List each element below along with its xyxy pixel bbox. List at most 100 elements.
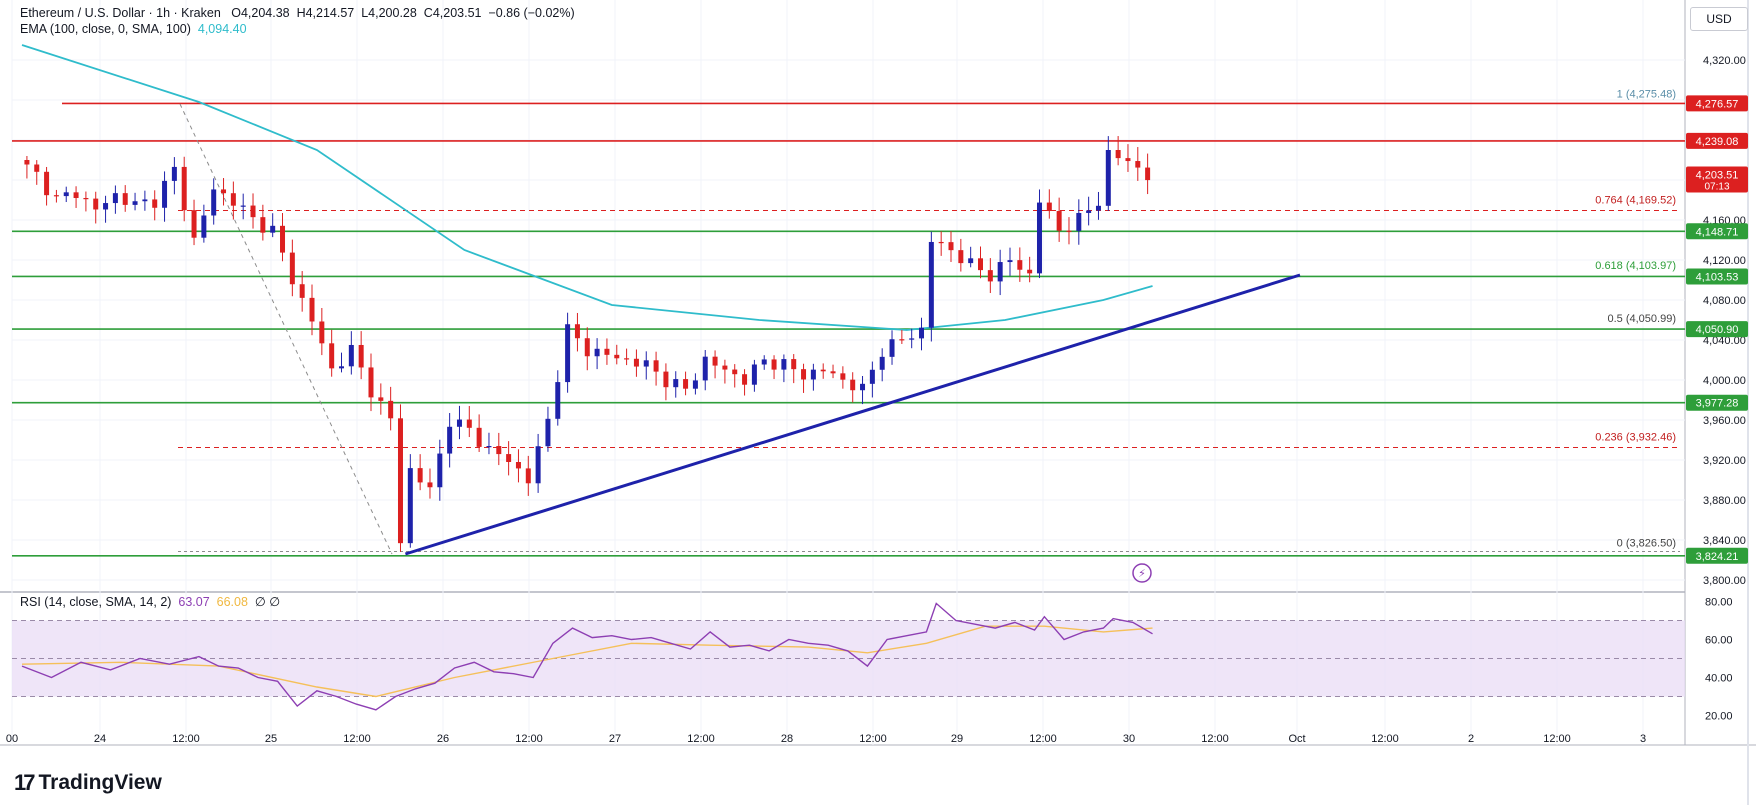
candle-body [643,360,649,367]
candle-body [339,366,344,369]
ema-label: EMA (100, close, 0, SMA, 100) [20,22,191,36]
countdown-label: 07:13 [1704,181,1729,192]
candle-body [860,383,866,391]
price-tick-label: 4,000.00 [1703,375,1746,387]
candle-body [1115,149,1121,159]
time-tick-label: 12:00 [1543,733,1571,745]
rsi-label: RSI (14, close, SMA, 14, 2) [20,595,172,609]
candle-body [44,171,50,196]
time-tick-label: 28 [781,733,793,745]
candle-body [594,348,600,357]
candle-body [378,397,384,401]
fibonacci-levels: 1 (4,275.48) 0.764 (4,169.52) 0.618 (4,103… [178,89,1680,555]
rsi-overbought-band [12,620,1685,697]
candle-body [712,356,718,366]
currency-button[interactable]: USD [1690,7,1748,31]
rsi-empty-values: ∅ ∅ [254,595,281,609]
fib-label: 0.618 (4,103.97) [1595,260,1676,272]
candle-body [614,354,620,359]
candle-body [1086,210,1092,213]
time-tick-label: 26 [437,733,449,745]
candle-body [1125,158,1131,162]
tradingview-logo-icon: 17 [14,770,36,795]
time-tick-label: 29 [951,733,963,745]
candle-body [417,468,423,483]
time-tick-label: 24 [94,733,106,745]
open-value: 4,204.38 [240,6,290,20]
candle-body [388,400,394,419]
level-price-label: 4,050.90 [1696,324,1739,336]
candle-body [152,199,158,208]
close-value: 4,203.51 [432,6,482,20]
candle-body [250,205,256,218]
candle-body [810,369,816,380]
level-price-tag [1686,95,1748,112]
candle-body [850,379,856,391]
tradingview-logo[interactable]: 17 TradingView [14,770,162,796]
candle-body [928,241,934,328]
candle-body [201,215,207,238]
candle-body [299,284,305,298]
candle-body [919,327,925,339]
candle-body [1135,161,1141,168]
candle-body [456,419,462,427]
candle-body [211,189,217,216]
low-label: L [361,6,369,20]
candle-body [1046,202,1052,212]
ascending-trendline [404,273,1301,556]
candle-body [437,453,443,488]
time-tick-label: 12:00 [1029,733,1057,745]
fib-label: 0.764 (4,169.52) [1595,194,1676,206]
candle-body [535,446,541,484]
time-tick-label: 12:00 [859,733,887,745]
candle-body [525,468,531,484]
candle-body [506,454,512,463]
candle-body [24,160,30,165]
level-price-tag [1686,547,1748,564]
candles [24,136,1151,552]
ema-line [21,44,1153,331]
candle-body [515,462,521,469]
price-tick-label: 3,920.00 [1703,455,1746,467]
candle-body [624,358,630,360]
ema-100-line [21,44,1153,331]
fib-label: 0.236 (3,932.46) [1595,432,1676,444]
candle-body [889,339,895,357]
time-tick-label: 2 [1468,733,1474,745]
symbol-title: Ethereum / U.S. Dollar · 1h · Kraken [20,6,221,20]
candle-body [1017,260,1023,270]
candle-body [191,210,197,238]
rsi-value: 63.07 [178,595,210,609]
symbol-header: Ethereum / U.S. Dollar · 1h · Kraken O4,… [20,6,575,20]
lightning-icon: ⚡ [1138,567,1146,580]
candle-body [486,446,492,448]
candle-body [280,225,286,253]
candle-body [692,380,698,389]
price-tick-label: 3,840.00 [1703,535,1746,547]
price-axis: 4,320.004,280.004,240.004,200.004,160.00… [1703,55,1746,723]
candle-body [555,382,561,419]
candle-body [791,359,797,370]
level-price-label: 3,977.28 [1696,398,1739,410]
price-tick-label: 4,080.00 [1703,295,1746,307]
candle-body [103,203,109,210]
candle-body [73,192,79,199]
time-tick-label: 12:00 [343,733,371,745]
time-tick-label: 12:00 [515,733,543,745]
rsi-band [12,620,1685,697]
level-price-tag [1686,394,1748,411]
candle-body [221,189,227,194]
candle-body [801,369,807,380]
price-tick-label: 4,320.00 [1703,55,1746,67]
candle-body [447,426,453,454]
candle-body [771,359,777,370]
low-value: 4,200.28 [368,6,417,20]
candle-body [722,365,728,370]
ema-legend[interactable]: EMA (100, close, 0, SMA, 100) 4,094.40 [20,22,247,36]
rsi-line [21,602,1153,711]
current-price-label: 4,203.51 [1696,169,1739,181]
rsi-legend[interactable]: RSI (14, close, SMA, 14, 2) 63.07 66.08 … [20,594,280,609]
level-price-label: 4,276.57 [1696,98,1739,110]
candle-body [93,198,99,210]
